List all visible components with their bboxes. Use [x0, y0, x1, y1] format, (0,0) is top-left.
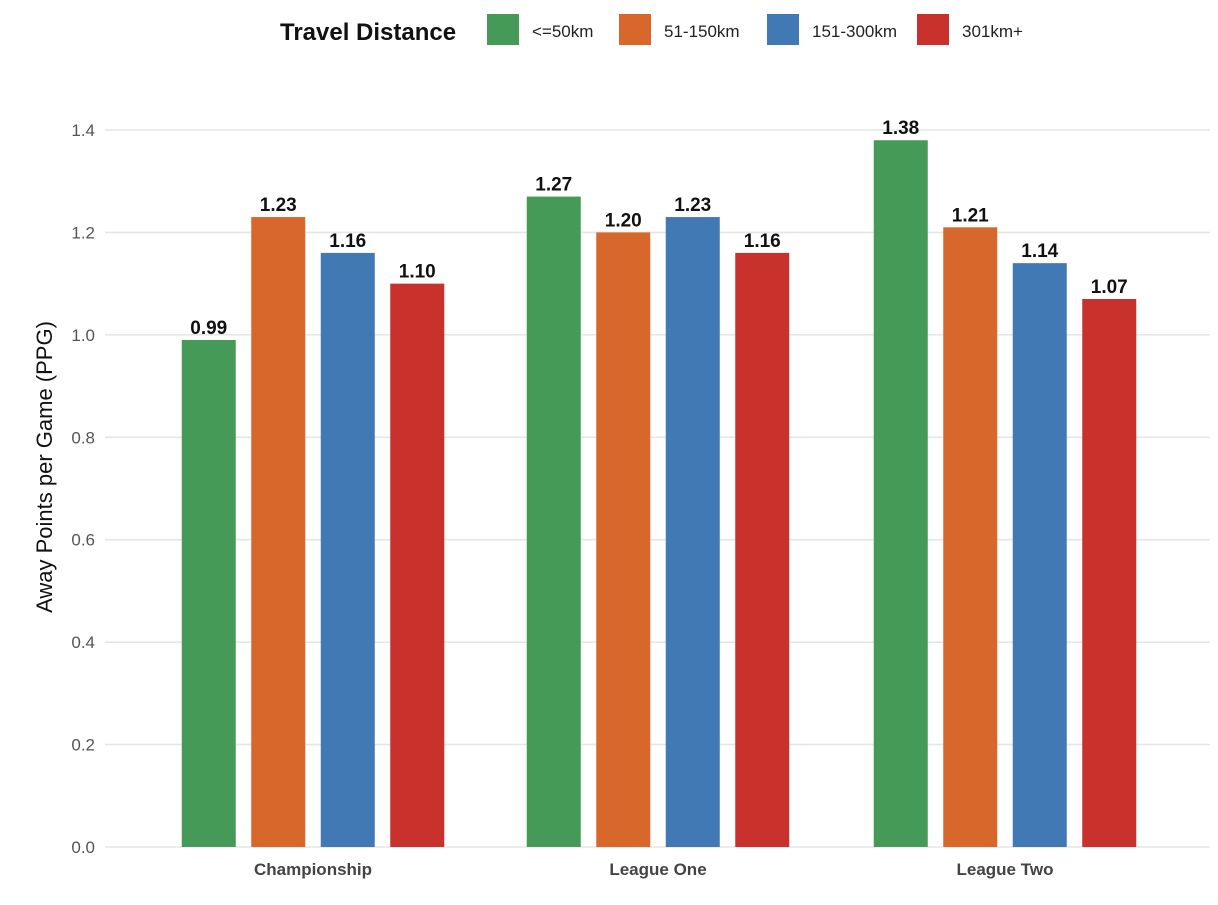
y-axis-title: Away Points per Game (PPG) [32, 321, 57, 613]
data-label: 1.16 [744, 231, 781, 252]
data-labels: 0.99 1.27 1.38 1.23 1.20 1.21 1.16 1.23 1.14 1.10… [190, 118, 1127, 339]
bar [390, 283, 445, 848]
bar [251, 217, 306, 848]
y-tick-label: 0.6 [71, 531, 95, 550]
x-tick-label: League One [609, 860, 706, 879]
bar [735, 252, 790, 847]
bar [943, 227, 998, 848]
data-label: 1.23 [260, 195, 297, 216]
bar [665, 217, 720, 848]
data-label: 1.14 [1021, 241, 1058, 262]
y-tick-label: 0.0 [71, 838, 95, 857]
data-label: 1.21 [952, 205, 989, 226]
bar [320, 252, 375, 847]
data-label: 1.20 [605, 210, 642, 231]
bar [596, 232, 651, 847]
bar [181, 339, 236, 847]
y-tick-label: 1.2 [71, 223, 95, 242]
legend-swatch [619, 14, 651, 45]
legend-swatch [917, 14, 949, 45]
legend-label: 51-150km [664, 22, 740, 41]
legend-title: Travel Distance [280, 19, 456, 46]
bar [1082, 299, 1137, 847]
data-label: 0.99 [190, 318, 227, 339]
data-label: 1.16 [329, 231, 366, 252]
x-axis: Championship League One League Two [254, 860, 1054, 879]
data-label: 1.23 [674, 195, 711, 216]
bar [1012, 263, 1067, 848]
bar [873, 140, 928, 847]
y-tick-label: 0.2 [71, 736, 95, 755]
y-tick-label: 0.4 [71, 633, 95, 652]
legend-swatch [487, 14, 519, 45]
x-tick-label: Championship [254, 860, 372, 879]
y-tick-label: 0.8 [71, 428, 95, 447]
x-tick-label: League Two [957, 860, 1054, 879]
data-label: 1.38 [882, 118, 919, 139]
y-tick-label: 1.4 [71, 121, 95, 140]
legend-swatch [767, 14, 799, 45]
y-axis: 0.0 0.2 0.4 0.6 0.8 1.0 1.2 1.4 [71, 121, 95, 857]
bar [526, 196, 581, 848]
legend-label: 151-300km [812, 22, 897, 41]
legend-label: <=50km [532, 22, 593, 41]
bars [181, 140, 1137, 848]
y-tick-label: 1.0 [71, 326, 95, 345]
data-label: 1.27 [535, 175, 572, 196]
legend: Travel Distance <=50km 51-150km 151-300km 3… [280, 14, 1023, 46]
data-label: 1.07 [1091, 277, 1128, 298]
legend-label: 301km+ [962, 22, 1023, 41]
data-label: 1.10 [399, 262, 436, 283]
